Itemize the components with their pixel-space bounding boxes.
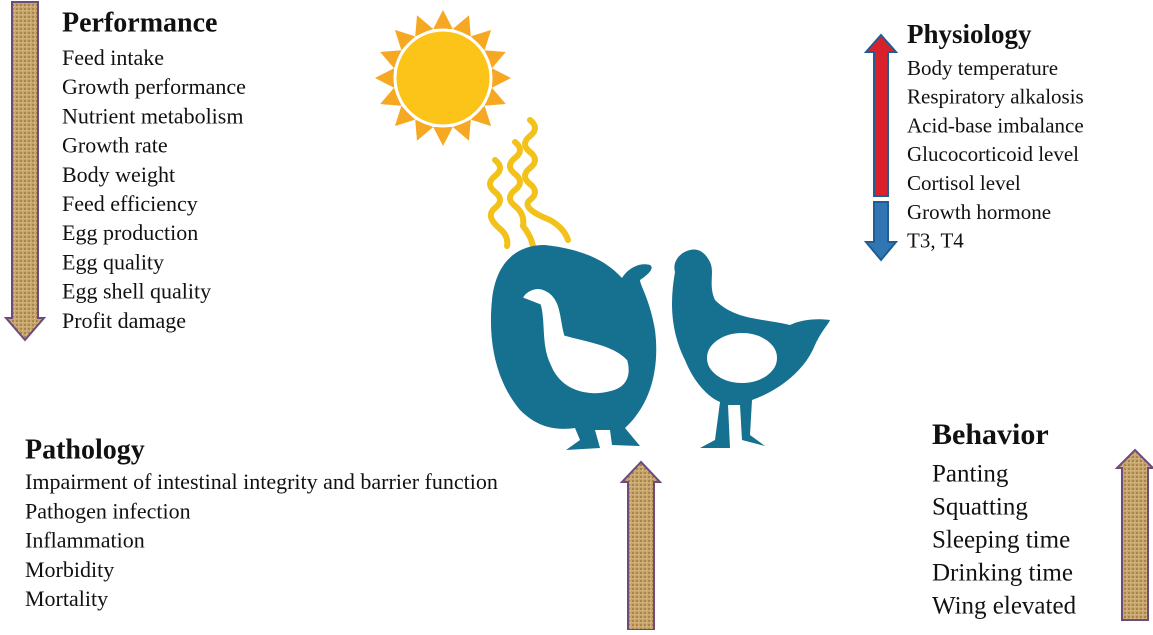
section-item: Egg quality (62, 249, 164, 274)
section-item: Impairment of intestinal integrity and b… (25, 469, 498, 494)
section-title: Pathology (25, 434, 145, 465)
section-item: Sleeping time (932, 527, 1070, 554)
section-item: Drinking time (932, 560, 1073, 587)
section-title: Physiology (907, 19, 1032, 49)
section-item: Body temperature (907, 56, 1058, 80)
section-item: Feed intake (62, 45, 164, 70)
section-item: Panting (932, 461, 1009, 488)
section-item: Cortisol level (907, 171, 1021, 195)
section-item: Nutrient metabolism (62, 103, 243, 128)
section-item: Growth hormone (907, 200, 1051, 224)
section-item: Glucocorticoid level (907, 142, 1079, 166)
section-item: Inflammation (25, 528, 145, 553)
diagram: Performance Feed intake Growth performance… (0, 0, 1153, 630)
sun (375, 10, 511, 146)
section-item: Morbidity (25, 557, 114, 582)
section-item: Wing elevated (932, 593, 1077, 620)
chicken-wing (706, 332, 778, 384)
section-item: Acid-base imbalance (907, 113, 1084, 137)
section-item: Growth performance (62, 74, 246, 99)
section-item: Profit damage (62, 308, 186, 333)
heat-waves (490, 120, 568, 246)
sun-ray (433, 127, 453, 146)
section-item: Pathogen infection (25, 498, 191, 523)
section-item: Respiratory alkalosis (907, 85, 1084, 109)
down-arrow-blue (866, 202, 896, 260)
section-item: Egg production (62, 220, 198, 245)
up-arrow (1117, 450, 1153, 620)
up-arrow (622, 462, 660, 630)
down-arrow (6, 2, 44, 340)
section-item: Growth rate (62, 133, 168, 158)
section-item: Feed efficiency (62, 191, 198, 216)
up-arrow-red (866, 35, 896, 196)
sun-ray (375, 68, 394, 88)
sun-ray (433, 10, 453, 29)
section-item: T3, T4 (907, 229, 964, 253)
sun-disc (395, 30, 491, 126)
section-item: Mortality (25, 586, 108, 611)
section-title: Performance (62, 7, 217, 38)
section-item: Body weight (62, 162, 175, 187)
section-item: Egg shell quality (62, 279, 211, 304)
section-title: Behavior (932, 418, 1049, 451)
section-item: Squatting (932, 494, 1028, 521)
sun-ray (492, 68, 511, 88)
